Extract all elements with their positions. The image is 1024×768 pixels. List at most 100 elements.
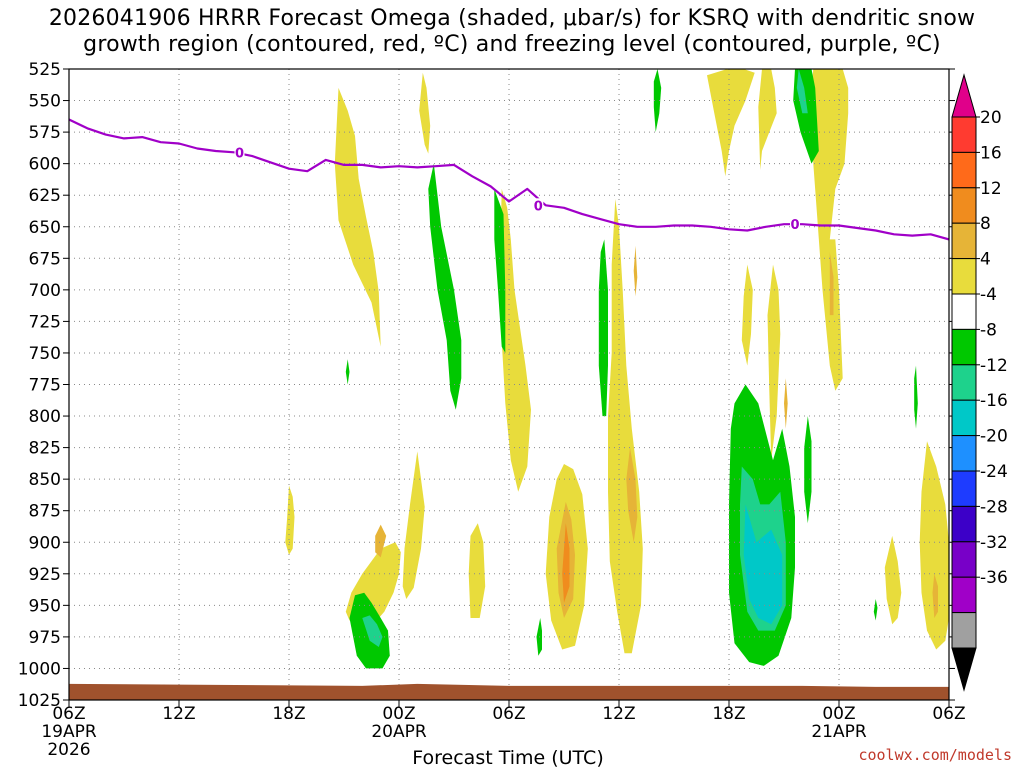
y-tick-label-800: 800	[29, 407, 61, 427]
terrain-layer	[69, 683, 949, 700]
y-tick-label-925: 925	[29, 565, 61, 585]
omega-region-10	[468, 523, 486, 618]
colorbar-label-5: -4	[980, 285, 997, 305]
y-tick-label-575: 575	[29, 123, 61, 143]
freezing-level-label-1: 0	[534, 199, 543, 214]
omega-shading-layer	[285, 69, 949, 669]
omega-region-19	[829, 252, 834, 316]
y-tick-label-775: 775	[29, 376, 61, 396]
colorbar-swatch-12	[951, 505, 977, 543]
y-tick-label-725: 725	[29, 312, 61, 332]
colorbar-label-6: -8	[980, 320, 997, 340]
colorbar-label-11: -28	[980, 497, 1008, 517]
colorbar: 20 16 12 8 4 -4 -8 -12 -16 -20 -24 -28 -32 -36	[951, 73, 1008, 692]
colorbar-swatch-10	[951, 435, 977, 472]
y-tick-label-750: 750	[29, 344, 61, 364]
omega-region-22	[884, 535, 902, 625]
credit-link[interactable]: coolwx.com/models	[858, 746, 1012, 764]
chart-title: 2026041906 HRRR Forecast Omega (shaded, …	[0, 6, 1024, 58]
omega-region-31	[653, 69, 662, 133]
omega-region-14	[707, 69, 755, 177]
omega-region-21	[919, 441, 949, 650]
colorbar-swatch-3	[951, 187, 977, 224]
colorbar-swatch-8	[951, 364, 977, 401]
colorbar-swatch-1	[951, 116, 977, 153]
colorbar-swatch-16	[951, 647, 977, 692]
x-tick-label-8: 06Z	[932, 704, 965, 724]
omega-region-25	[362, 615, 383, 647]
colorbar-label-0: 20	[980, 108, 1002, 128]
colorbar-swatch-14	[951, 576, 977, 614]
y-tick-label-950: 950	[29, 596, 61, 616]
y-tick-label-900: 900	[29, 533, 61, 553]
y-axis: 525 550 575 600 625 650 675 700 725 750 775 800 825 8…	[18, 60, 955, 711]
colorbar-label-10: -24	[980, 462, 1008, 482]
omega-region-3	[334, 87, 381, 347]
x-tick-date-0: 19APR	[41, 722, 97, 742]
omega-region-5	[402, 451, 425, 599]
colorbar-label-13: -36	[980, 568, 1008, 588]
y-tick-label-675: 675	[29, 249, 61, 269]
y-tick-label-1000: 1000	[18, 659, 61, 679]
omega-region-11	[608, 199, 643, 654]
omega-region-23	[932, 573, 938, 618]
omega-region-38	[873, 599, 878, 621]
colorbar-swatch-2	[951, 151, 977, 189]
y-tick-label-650: 650	[29, 218, 61, 238]
omega-region-26	[428, 163, 462, 410]
y-tick-label-625: 625	[29, 186, 61, 206]
omega-region-28	[494, 188, 506, 353]
colorbar-label-1: 16	[980, 143, 1002, 163]
colorbar-swatch-4	[951, 222, 977, 260]
omega-region-27	[345, 359, 350, 385]
y-tick-label-525: 525	[29, 60, 61, 80]
x-tick-label-0: 06Z	[52, 704, 85, 724]
colorbar-swatch-5	[951, 258, 977, 295]
omega-region-2	[285, 485, 295, 555]
colorbar-swatch-13	[951, 541, 977, 578]
freezing-level-layer: 0 0 0	[69, 118, 949, 241]
colorbar-label-3: 8	[980, 214, 991, 234]
x-tick-date-3: 20APR	[371, 722, 427, 742]
colorbar-swatch-7	[951, 328, 977, 366]
omega-region-33	[796, 69, 808, 114]
freezing-level-line	[69, 118, 949, 241]
y-tick-label-825: 825	[29, 439, 61, 459]
colorbar-label-4: 4	[980, 250, 991, 270]
omega-region-12	[626, 447, 638, 543]
y-tick-label-1025: 1025	[18, 691, 61, 711]
y-tick-label-850: 850	[29, 470, 61, 490]
y-tick-label-600: 600	[29, 155, 61, 175]
freezing-label-bg-1	[533, 198, 544, 213]
omega-region-36	[743, 504, 783, 625]
terrain-band	[69, 683, 949, 700]
x-tick-label-3: 00Z	[382, 704, 415, 724]
colorbar-label-12: -32	[980, 533, 1008, 553]
colorbar-swatch-9	[951, 399, 977, 437]
colorbar-label-2: 12	[980, 179, 1002, 199]
y-tick-label-875: 875	[29, 502, 61, 522]
freezing-level-label-0: 0	[235, 146, 244, 161]
omega-region-30	[598, 239, 608, 417]
x-tick-label-5: 12Z	[602, 704, 635, 724]
freezing-label-bg-2	[790, 217, 800, 232]
chart-title-line-2: growth region (contoured, red, ºC) and f…	[83, 32, 941, 57]
colorbar-swatch-6	[951, 293, 977, 330]
x-tick-year-0: 2026	[47, 740, 90, 760]
omega-region-17	[758, 69, 777, 170]
omega-region-9	[562, 523, 570, 603]
omega-region-6	[499, 188, 531, 492]
omega-region-4	[419, 72, 431, 154]
x-tick-label-7: 00Z	[822, 704, 855, 724]
colorbar-label-9: -20	[980, 427, 1008, 447]
colorbar-label-8: -16	[980, 391, 1008, 411]
colorbar-swatch-11	[951, 470, 977, 507]
x-axis-title: Forecast Time (UTC)	[412, 747, 603, 768]
freezing-level-label-2: 0	[790, 218, 799, 233]
x-tick-label-2: 18Z	[272, 704, 305, 724]
colorbar-swatch-15	[951, 612, 977, 649]
y-tick-label-700: 700	[29, 281, 61, 301]
omega-region-1	[375, 524, 387, 558]
